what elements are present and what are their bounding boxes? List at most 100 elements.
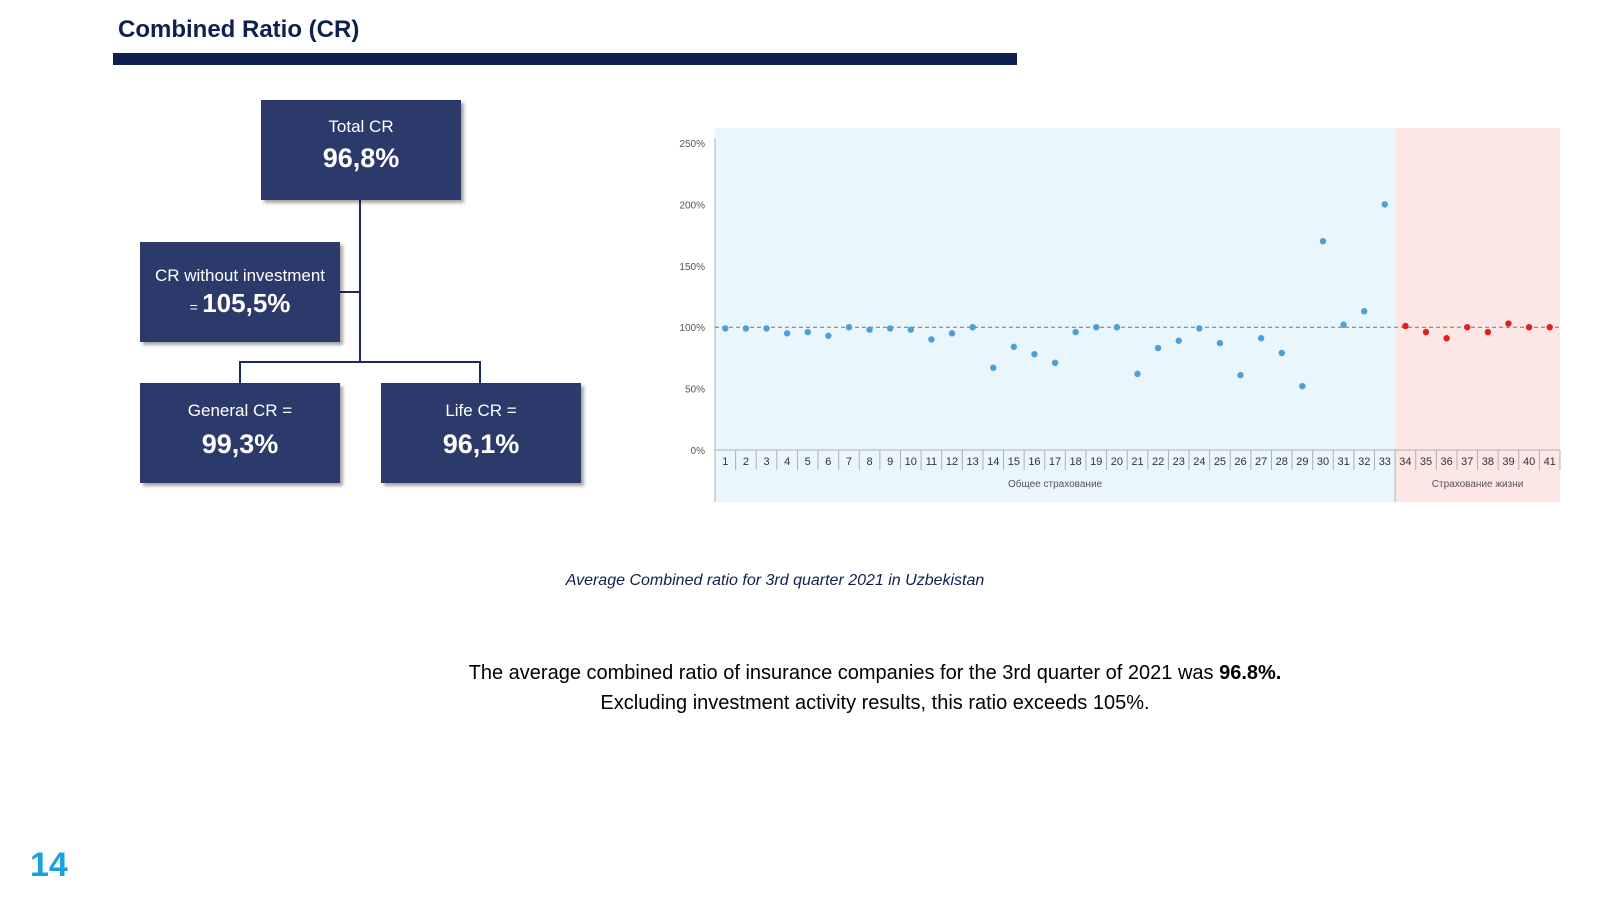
- chart-data-point: [1031, 351, 1038, 358]
- chart-x-tick-label: 25: [1214, 456, 1226, 468]
- chart-x-tick-label: 29: [1296, 456, 1308, 468]
- page-number: 14: [30, 846, 68, 884]
- chart-y-tick-label: 250%: [679, 139, 705, 150]
- chart-x-tick-label: 6: [825, 456, 831, 468]
- chart-data-point: [1093, 324, 1100, 331]
- chart-data-point: [1237, 371, 1244, 379]
- cr-without-investment-box: CR without investment = 105,5%: [140, 242, 340, 342]
- cr-without-investment-label: CR without investment: [154, 266, 326, 285]
- chart-data-point: [1402, 322, 1409, 330]
- chart-x-tick-label: 20: [1111, 456, 1123, 468]
- chart-caption: Average Combined ratio for 3rd quarter 2…: [565, 572, 985, 589]
- life-cr-box: Life CR = 96,1%: [381, 383, 581, 483]
- chart-x-tick-label: 31: [1337, 456, 1349, 468]
- chart-data-point: [948, 330, 956, 337]
- connector-total-down: [359, 199, 361, 362]
- chart-x-tick-label: 15: [1008, 456, 1020, 468]
- chart-y-tick-label: 100%: [679, 323, 705, 334]
- chart-data-point: [1134, 370, 1141, 378]
- general-cr-value: 99,3%: [201, 429, 279, 459]
- connector-without-investment: [339, 291, 361, 293]
- chart-x-tick-label: 28: [1276, 456, 1288, 468]
- chart-data-point: [907, 326, 914, 333]
- chart-x-tick-label: 13: [966, 456, 978, 468]
- chart-data-point: [763, 325, 770, 332]
- chart-group-background: [715, 128, 1396, 502]
- chart-x-tick-label: 7: [846, 456, 852, 468]
- chart-data-point: [1361, 308, 1368, 315]
- chart-group-label: Страхование жизни: [1432, 479, 1524, 490]
- chart-data-point: [1340, 321, 1347, 328]
- chart-x-tick-label: 24: [1193, 456, 1205, 468]
- chart-group-label: Общее страхование: [1008, 478, 1103, 490]
- chart-x-tick-label: 33: [1379, 456, 1391, 468]
- summary-text: The average combined ratio of insurance …: [0, 658, 1600, 718]
- chart-data-point: [1464, 324, 1471, 331]
- life-cr-label: Life CR =: [445, 401, 517, 420]
- chart-data-point: [1422, 328, 1430, 336]
- chart-x-tick-label: 17: [1049, 456, 1061, 468]
- chart-data-point: [1278, 349, 1285, 357]
- chart-x-tick-label: 19: [1090, 456, 1102, 468]
- chart-y-tick-label: 150%: [679, 262, 705, 273]
- chart-x-tick-label: 4: [784, 456, 790, 468]
- chart-data-point: [886, 325, 894, 332]
- chart-x-tick-label: 40: [1523, 456, 1535, 468]
- life-cr-value: 96,1%: [442, 429, 520, 459]
- chart-data-point: [1175, 337, 1182, 344]
- title-underline-bar: [113, 53, 1017, 65]
- chart-data-point: [825, 332, 832, 339]
- chart-x-tick-label: 18: [1070, 456, 1082, 468]
- chart-data-point: [1381, 201, 1389, 208]
- chart-x-tick-label: 27: [1255, 456, 1267, 468]
- chart-x-tick-label: 5: [805, 456, 811, 468]
- chart-data-point: [1216, 339, 1224, 347]
- chart-x-tick-label: 14: [987, 456, 999, 468]
- chart-x-tick-label: 22: [1152, 456, 1164, 468]
- chart-x-tick-label: 39: [1502, 456, 1514, 468]
- chart-x-tick-label: 10: [905, 456, 917, 468]
- chart-x-tick-label: 12: [946, 456, 958, 468]
- summary-line-1: The average combined ratio of insurance …: [0, 658, 1600, 688]
- chart-y-tick-label: 0%: [691, 446, 706, 457]
- connector-general: [239, 361, 241, 383]
- chart-x-tick-label: 26: [1234, 456, 1246, 468]
- chart-x-tick-label: 32: [1358, 456, 1370, 468]
- chart-x-tick-label: 35: [1420, 456, 1432, 468]
- chart-x-tick-label: 30: [1317, 456, 1329, 468]
- chart-x-tick-label: 1: [722, 456, 728, 468]
- chart-data-point: [1196, 325, 1203, 332]
- chart-data-point: [1484, 328, 1492, 336]
- general-cr-label: General CR =: [187, 401, 293, 420]
- chart-data-point: [1072, 328, 1079, 336]
- chart-data-point: [1154, 344, 1162, 352]
- chart-group-background: [1395, 128, 1560, 502]
- chart-data-point: [742, 325, 750, 332]
- chart-data-point: [845, 324, 853, 331]
- chart-data-point: [969, 324, 976, 331]
- chart-data-point: [1113, 324, 1121, 331]
- general-cr-box: General CR = 99,3%: [140, 383, 340, 483]
- chart-x-tick-label: 9: [887, 456, 893, 468]
- chart-data-point: [1051, 359, 1059, 367]
- total-cr-label: Total CR: [328, 117, 394, 136]
- chart-data-point: [928, 336, 935, 343]
- total-cr-value: 96,8%: [322, 143, 400, 173]
- chart-data-point: [1299, 382, 1306, 390]
- chart-x-tick-label: 21: [1131, 456, 1143, 468]
- chart-x-tick-label: 11: [926, 456, 937, 468]
- chart-data-point: [783, 330, 791, 337]
- cr-without-investment-value: 105,5%: [202, 288, 291, 318]
- chart-data-point: [722, 325, 729, 332]
- summary-line-1-text: The average combined ratio of insurance …: [468, 662, 1220, 684]
- chart-data-point: [1257, 335, 1265, 342]
- chart-y-tick-label: 50%: [685, 385, 705, 396]
- total-cr-box: Total CR 96,8%: [261, 100, 461, 200]
- chart-x-tick-label: 36: [1441, 456, 1453, 468]
- chart-x-tick-label: 38: [1482, 456, 1494, 468]
- summary-line-2: Excluding investment activity results, t…: [600, 692, 1150, 714]
- chart-data-point: [1443, 335, 1450, 342]
- cr-without-investment-value-line: = 105,5%: [140, 288, 340, 319]
- connector-horizontal: [239, 361, 481, 363]
- summary-line-1-bold: 96.8%.: [1219, 662, 1282, 684]
